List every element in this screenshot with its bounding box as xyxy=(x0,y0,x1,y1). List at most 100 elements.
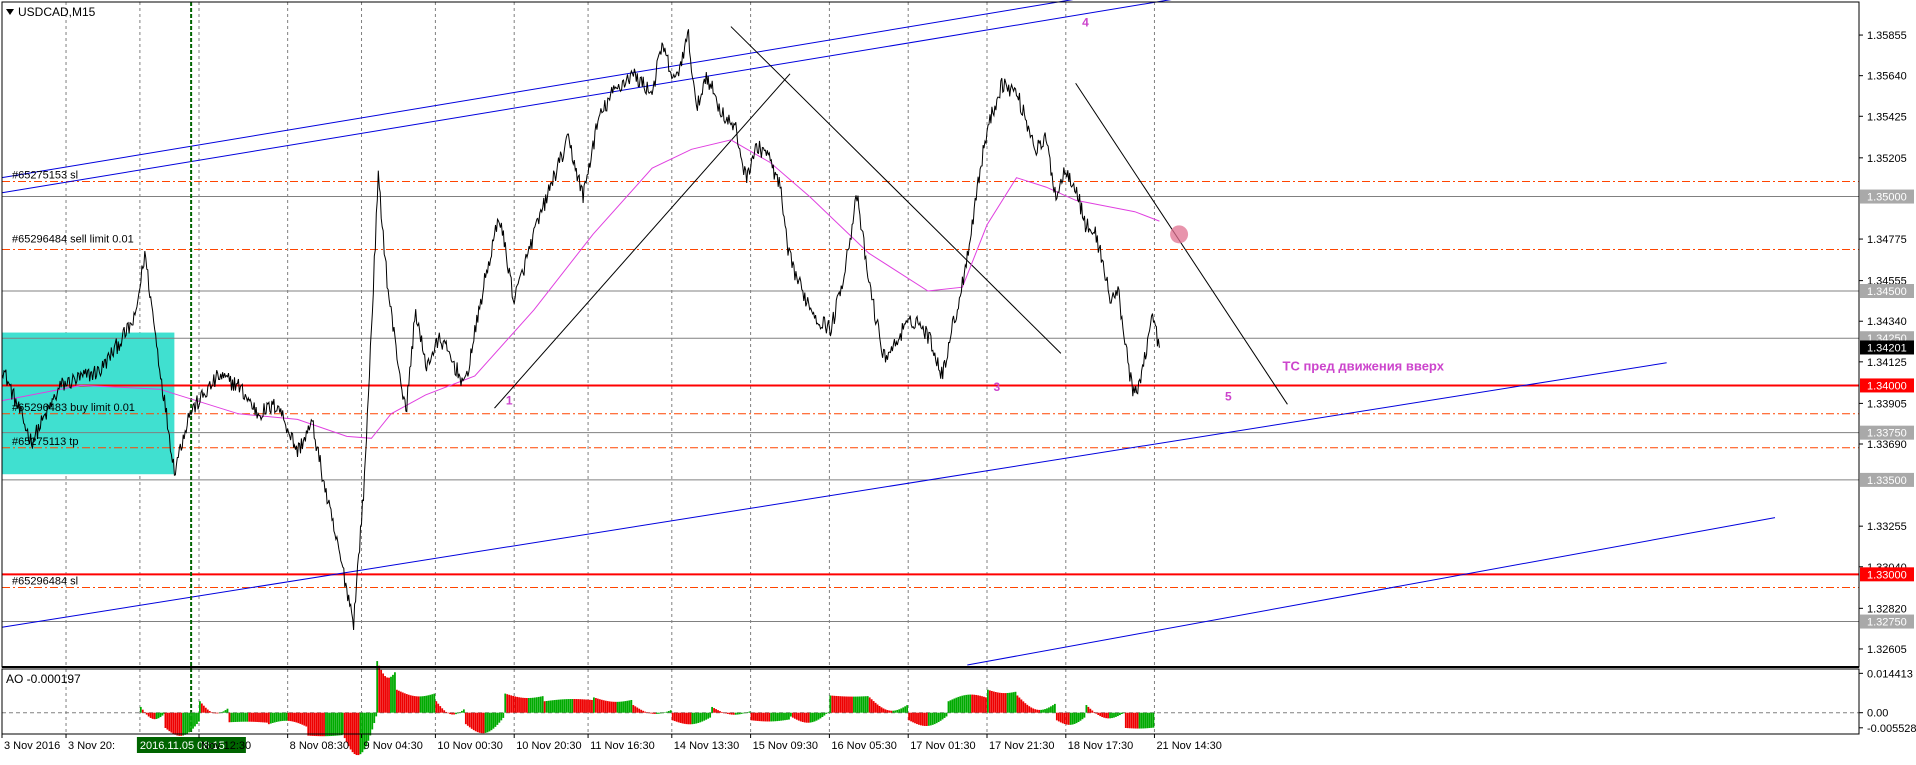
price-level-label: 1.33750 xyxy=(1867,428,1907,440)
ao-bar xyxy=(896,709,899,713)
ao-bar xyxy=(500,712,503,721)
ao-bar xyxy=(407,694,410,713)
ao-tick-label: -0.005528 xyxy=(1867,723,1916,735)
ao-bar xyxy=(281,712,284,721)
ao-bar xyxy=(1030,707,1033,713)
symbol-title-group[interactable]: USDCAD,M15 xyxy=(6,5,96,19)
ao-bar xyxy=(1055,712,1058,721)
ao-bar xyxy=(1095,712,1098,714)
time-label: 17 Nov 21:30 xyxy=(989,740,1054,752)
ao-bar xyxy=(405,694,408,713)
ao-bar xyxy=(640,709,643,713)
ao-bar xyxy=(1128,712,1131,729)
ao-bar xyxy=(636,707,639,713)
ao-bar xyxy=(289,712,292,722)
price-level-box xyxy=(1860,378,1914,393)
ao-bar xyxy=(1065,712,1068,725)
ao-bar xyxy=(573,699,576,713)
turquoise-rectangle xyxy=(2,332,175,475)
ao-bar xyxy=(898,709,901,713)
ao-bar xyxy=(683,712,686,724)
ao-bar xyxy=(839,696,842,713)
ao-bar xyxy=(1109,712,1111,719)
ao-bar xyxy=(172,712,175,734)
ao-bar xyxy=(496,712,499,725)
time-label: 16 Nov 05:30 xyxy=(831,740,896,752)
order-label: #65296484 sl xyxy=(12,576,78,588)
ao-bar xyxy=(667,711,670,713)
ao-bar xyxy=(421,696,424,713)
triangle-down-icon[interactable] xyxy=(6,9,14,15)
ao-bar xyxy=(512,695,515,713)
ao-bar xyxy=(143,712,146,713)
ao-bar xyxy=(526,698,528,713)
ao-bar xyxy=(1138,712,1141,729)
ao-bar xyxy=(323,712,325,737)
ao-bar xyxy=(738,712,741,715)
ao-bar xyxy=(703,712,706,721)
ao-bar xyxy=(297,712,300,724)
ao-bar xyxy=(610,701,613,713)
ao-bar xyxy=(1150,712,1153,728)
ao-bar xyxy=(1142,712,1145,729)
annotation-text: ТС пред движения вверх xyxy=(1283,358,1445,373)
ao-bar xyxy=(220,712,223,713)
wave-label: 3 xyxy=(994,380,1001,394)
ao-bar xyxy=(200,703,203,713)
ao-bar xyxy=(1000,692,1003,713)
ao-bar xyxy=(441,708,444,713)
ao-bar xyxy=(1010,692,1013,713)
ao-bar xyxy=(951,699,954,713)
ao-bar xyxy=(705,712,708,720)
highlight-marker xyxy=(1170,225,1189,244)
ao-bar xyxy=(969,694,972,713)
trend-line xyxy=(730,26,1062,354)
ao-bar xyxy=(719,711,721,713)
ao-bar xyxy=(977,695,979,713)
ao-bar xyxy=(347,712,350,747)
ao-label: AO -0.000197 xyxy=(6,672,81,686)
ao-bar xyxy=(1040,709,1042,713)
ao-bar xyxy=(455,712,457,715)
ao-bar xyxy=(210,712,213,713)
ao-bar xyxy=(285,712,288,721)
ao-bar xyxy=(190,712,192,731)
ao-bar xyxy=(145,712,148,715)
ao-bar xyxy=(575,699,578,713)
ao-bar xyxy=(1034,709,1037,713)
ao-bar xyxy=(506,694,509,713)
ao-axis: 0.014413 0.00 -0.005528 xyxy=(1859,668,1916,735)
ao-bar xyxy=(265,712,268,723)
price-tick-label: 1.32605 xyxy=(1867,644,1907,656)
ao-bar xyxy=(359,712,362,755)
ao-bar xyxy=(557,699,560,713)
ao-bar xyxy=(937,712,940,723)
price-level-box xyxy=(1860,284,1914,298)
ao-bar xyxy=(654,712,656,714)
ao-bar xyxy=(717,710,719,713)
ao-bar xyxy=(679,712,682,723)
ao-bar xyxy=(498,712,501,723)
ao-bar xyxy=(874,702,877,713)
ao-bar xyxy=(596,698,599,713)
ao-bar xyxy=(965,694,968,713)
ao-bar xyxy=(541,696,544,713)
ao-bar xyxy=(632,705,635,713)
ao-bar xyxy=(365,712,368,746)
ao-bar xyxy=(486,712,489,733)
ao-bar xyxy=(746,712,749,713)
ao-bar xyxy=(1087,706,1090,713)
ao-bar xyxy=(1075,712,1078,724)
ao-bar xyxy=(386,677,388,713)
ao-bar xyxy=(478,712,481,733)
ao-bar xyxy=(230,712,233,723)
ao-bar xyxy=(918,712,920,725)
ao-bar xyxy=(713,708,715,713)
ao-bar xyxy=(367,712,370,741)
ao-bar xyxy=(325,712,327,737)
ao-bar xyxy=(888,710,891,713)
ao-bar xyxy=(433,693,436,713)
ao-bar xyxy=(1014,691,1017,713)
